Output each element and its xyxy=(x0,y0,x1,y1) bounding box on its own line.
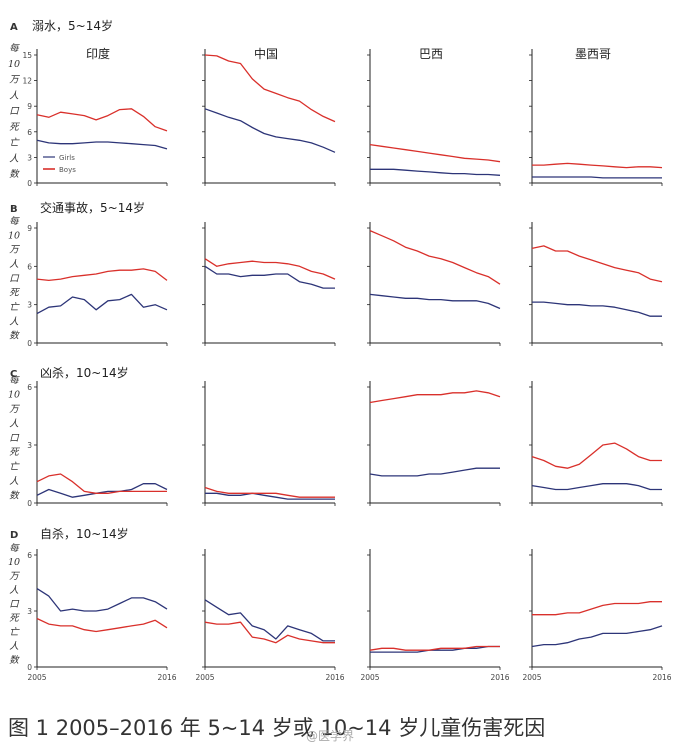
x-tick-label: 2005 xyxy=(360,673,379,682)
x-tick-label: 2005 xyxy=(195,673,214,682)
x-tick-label: 2016 xyxy=(652,673,671,682)
y-tick-label: 6 xyxy=(27,551,32,560)
x-tick-label: 2016 xyxy=(157,673,176,682)
series-line-girls xyxy=(36,588,168,612)
y-tick-label: 0 xyxy=(27,339,32,348)
panel-title: 自杀，10~14岁 xyxy=(40,526,129,541)
facet-title: 墨西哥 xyxy=(575,47,611,61)
figure-caption: 图 1 2005–2016 年 5~14 岁或 10~14 岁儿童伤害死因 xyxy=(8,716,546,740)
y-tick-label: 15 xyxy=(22,51,32,60)
legend-label-boys: Boys xyxy=(59,166,76,174)
series-line-girls xyxy=(205,492,335,500)
facet-b-2 xyxy=(202,222,336,346)
series-line-boys xyxy=(369,645,500,651)
series-line-boys xyxy=(204,54,336,123)
series-line-boys xyxy=(532,601,662,616)
y-tick-label: 9 xyxy=(27,102,32,111)
y-tick-label: 3 xyxy=(27,153,32,162)
facet-d-4: 2005 2016 xyxy=(522,549,672,682)
x-tick-label: 2005 xyxy=(522,673,541,682)
series-line-girls xyxy=(369,293,501,310)
y-axis-label: 每 10 万人口死亡人数 xyxy=(8,215,20,342)
series-line-boys xyxy=(204,621,335,644)
series-line-girls xyxy=(369,467,500,477)
series-line-girls xyxy=(36,483,168,498)
series-line-boys xyxy=(531,245,663,283)
facet-b-1: 0 3 6 9 xyxy=(27,222,168,348)
x-tick-label: 2016 xyxy=(325,673,344,682)
panel-title: 溺水，5~14岁 xyxy=(32,18,113,33)
facet-a-2: 中国 xyxy=(202,46,336,186)
y-tick-label: 0 xyxy=(27,499,32,508)
series-line-girls xyxy=(370,168,501,176)
facet-c-2 xyxy=(202,381,336,506)
series-line-girls xyxy=(531,625,663,648)
series-line-girls xyxy=(204,599,335,642)
series-line-boys xyxy=(36,268,168,282)
y-tick-label: 3 xyxy=(27,301,32,310)
y-tick-label: 12 xyxy=(22,77,32,86)
facet-c-3 xyxy=(367,381,501,506)
series-line-girls xyxy=(204,108,336,153)
series-line-boys xyxy=(369,230,501,285)
x-tick-label: 2016 xyxy=(490,673,509,682)
x-tick-label: 2005 xyxy=(27,673,46,682)
series-line-girls xyxy=(36,139,168,150)
facet-a-4: 墨西哥 xyxy=(529,47,663,186)
facet-d-2: 2005 2016 xyxy=(195,549,345,682)
series-line-boys xyxy=(369,143,501,163)
series-line-boys xyxy=(36,617,168,633)
watermark: @医学界 xyxy=(306,729,355,743)
y-tick-label: 0 xyxy=(27,663,32,672)
y-axis-label: 每 10 万人口死亡人数 xyxy=(8,42,20,180)
series-line-girls xyxy=(204,265,335,289)
y-axis-label: 每 10 万人口死亡人数 xyxy=(8,542,20,666)
facet-c-4 xyxy=(529,381,663,506)
y-tick-label: 6 xyxy=(27,383,32,392)
y-tick-label: 6 xyxy=(27,128,32,137)
panel-letter: C xyxy=(10,369,17,380)
y-tick-label: 6 xyxy=(27,262,32,271)
facet-d-3: 2005 2016 xyxy=(360,549,510,682)
facet-c-1: 0 3 6 xyxy=(27,381,168,508)
series-line-girls xyxy=(36,293,168,315)
series-line-girls xyxy=(532,301,662,317)
y-tick-label: 9 xyxy=(27,224,32,233)
series-line-girls xyxy=(531,483,662,491)
series-line-boys xyxy=(532,162,663,169)
panel-title: 交通事故，5~14岁 xyxy=(40,200,145,215)
facet-b-4 xyxy=(529,222,663,346)
series-line-boys xyxy=(204,486,335,498)
facet-a-3: 巴西 xyxy=(367,47,501,186)
series-line-boys xyxy=(531,442,662,469)
series-line-girls xyxy=(532,176,662,179)
series-line-boys xyxy=(36,473,167,494)
facet-title: 印度 xyxy=(86,46,110,61)
panel-letter: D xyxy=(10,530,18,541)
facet-title: 巴西 xyxy=(419,47,443,61)
y-tick-label: 3 xyxy=(27,607,32,616)
panel-letter: A xyxy=(10,22,18,33)
y-tick-label: 3 xyxy=(27,441,32,450)
facet-b-3 xyxy=(367,222,501,346)
series-line-boys xyxy=(369,390,501,404)
series-line-boys xyxy=(204,258,336,280)
series-line-boys xyxy=(36,108,168,132)
panel-title: 凶杀，10~14岁 xyxy=(40,365,129,380)
y-axis-label: 每 10 万人口死亡人数 xyxy=(8,374,20,502)
facet-title: 中国 xyxy=(254,46,278,61)
legend-label-girls: Girls xyxy=(59,154,75,162)
facet-d-1: 0 3 6 2005 2016 xyxy=(27,549,177,682)
panel-letter: B xyxy=(10,204,18,215)
y-tick-label: 0 xyxy=(27,179,32,188)
facet-a-1: 0 3 6 9 12 15 印度 Girls Boys xyxy=(22,46,168,188)
series-line-girls xyxy=(370,645,500,653)
